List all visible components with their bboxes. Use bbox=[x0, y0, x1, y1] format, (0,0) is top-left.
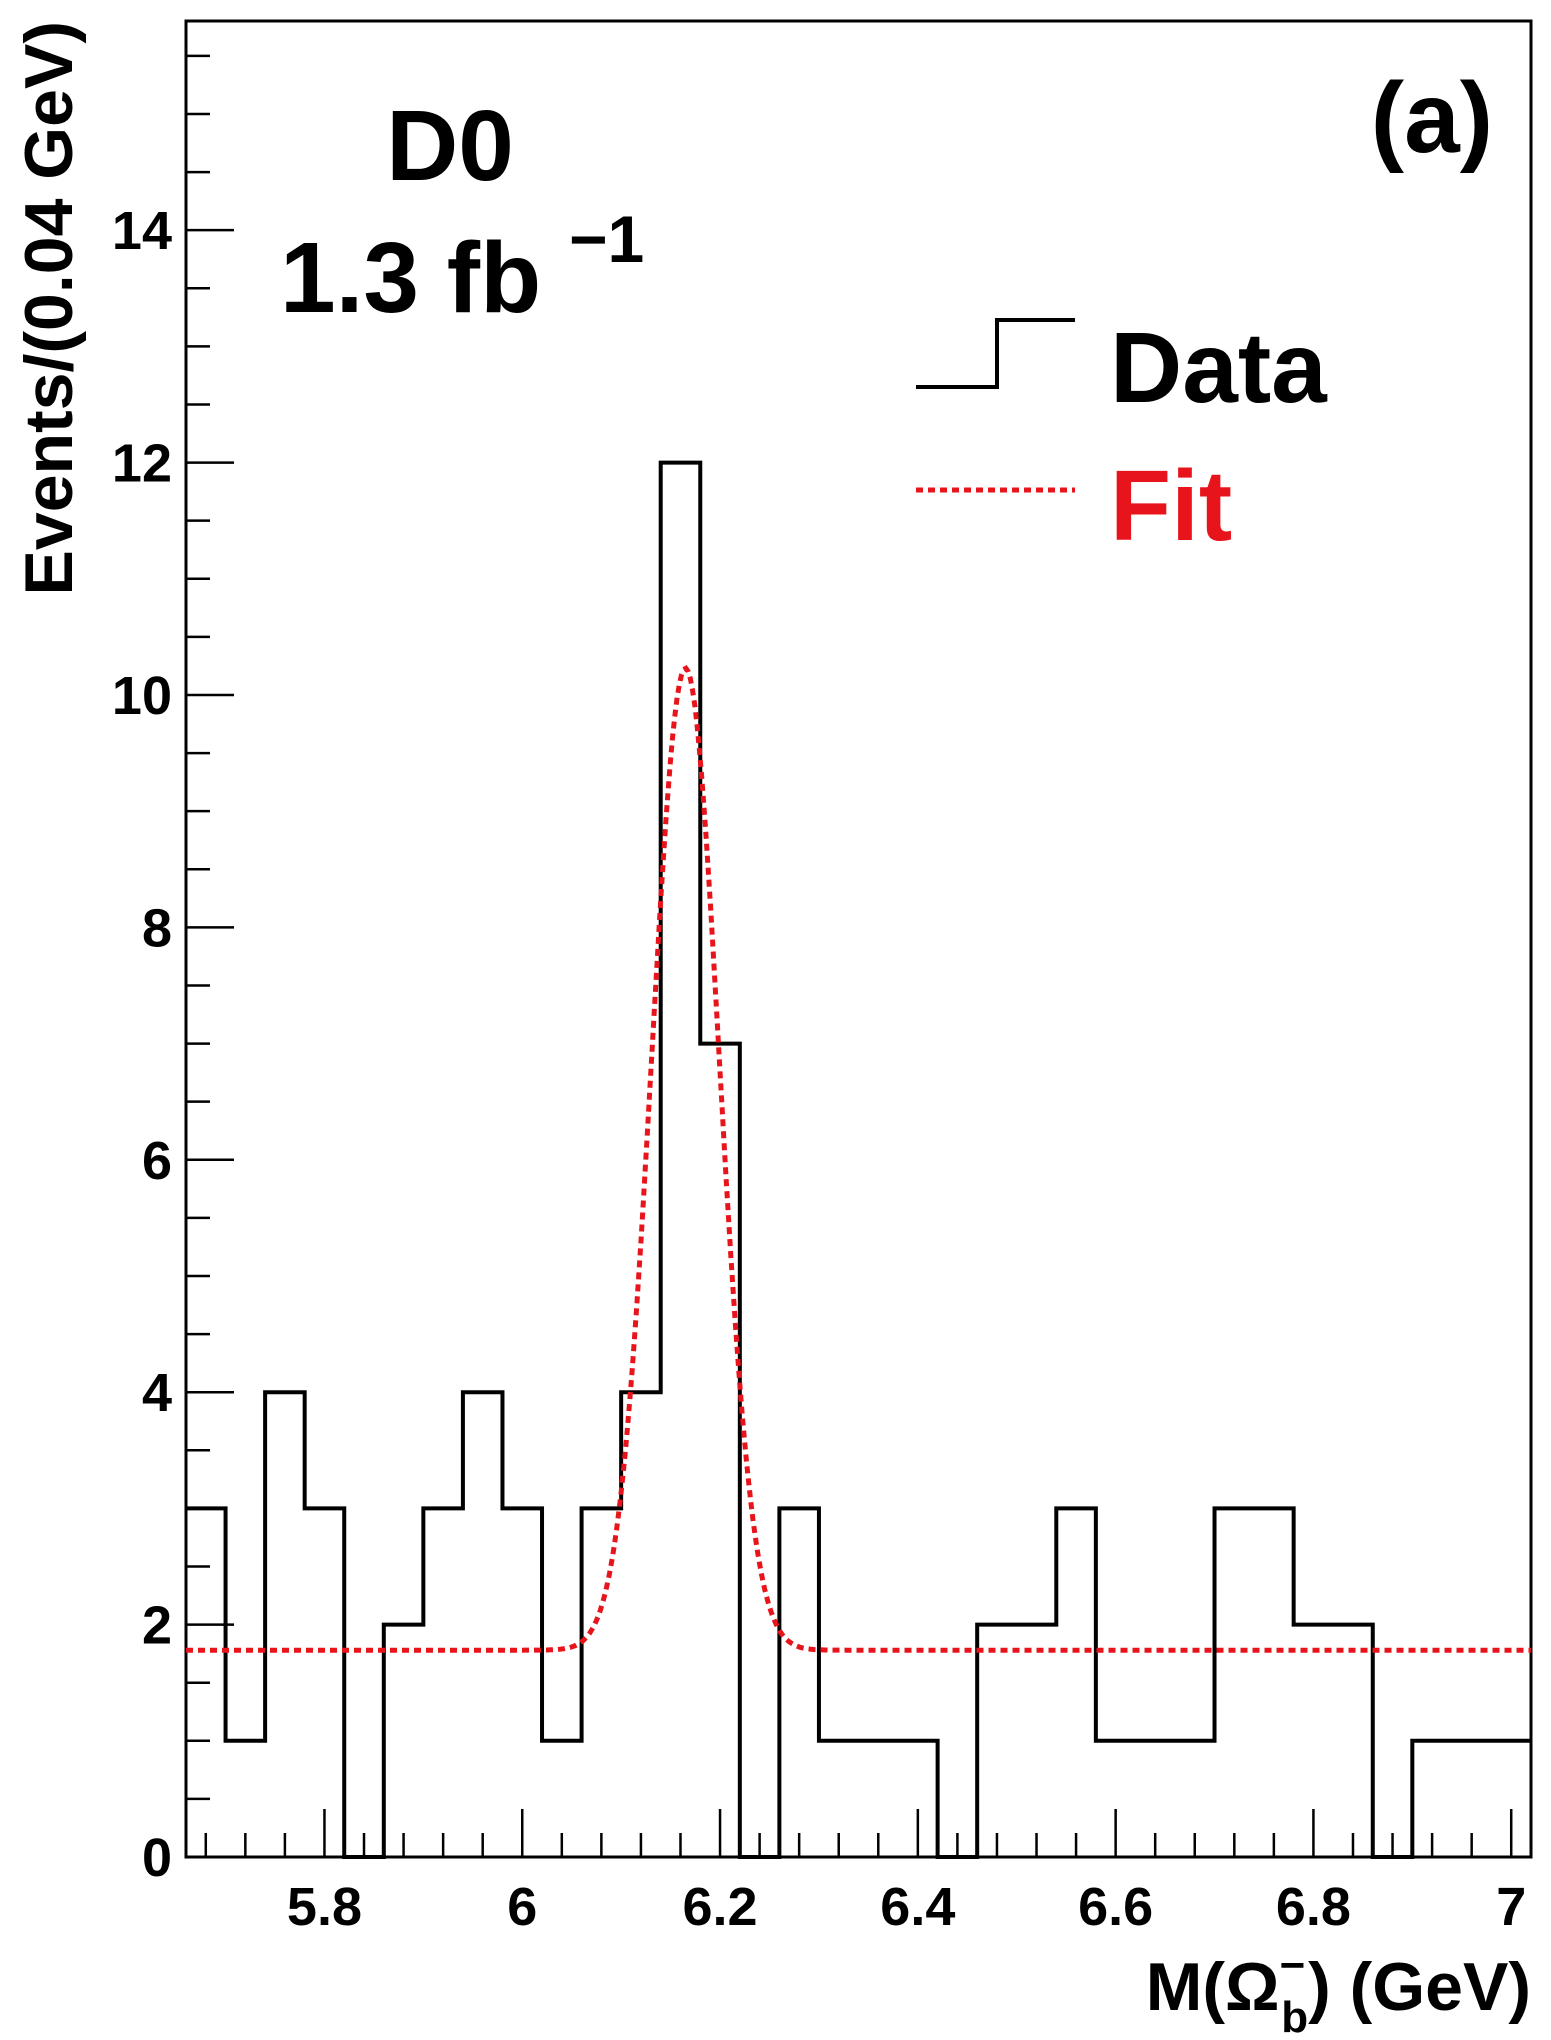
histogram-bin bbox=[1491, 1741, 1531, 1857]
y-axis-label: Events/(0.04 GeV) bbox=[11, 21, 87, 595]
x-tick-label: 6 bbox=[507, 1877, 537, 1937]
x-tick-label: 6.2 bbox=[683, 1877, 758, 1937]
histogram-bin bbox=[384, 1625, 424, 1857]
histogram-bin bbox=[423, 1508, 463, 1857]
histogram-bin bbox=[898, 1741, 938, 1857]
histogram-bin bbox=[859, 1741, 899, 1857]
histogram-bin bbox=[1452, 1741, 1492, 1857]
histogram-bin bbox=[1135, 1741, 1175, 1857]
data-histogram bbox=[186, 460, 1531, 1859]
y-tick-label: 14 bbox=[112, 201, 172, 261]
plot-frame bbox=[184, 19, 1533, 1859]
luminosity-label: 1.3 fb −1 bbox=[280, 202, 644, 334]
experiment-label: D0 bbox=[386, 90, 514, 202]
histogram-bin bbox=[305, 1508, 345, 1857]
x-axis-label: M(Ω− b) (GeV) bbox=[1146, 1941, 1531, 2040]
histogram-bin bbox=[463, 1392, 503, 1857]
y-tick-label: 10 bbox=[112, 666, 172, 726]
y-tick-label: 8 bbox=[142, 898, 172, 958]
histogram-bin bbox=[1294, 1625, 1334, 1857]
y-tick-label: 4 bbox=[142, 1363, 172, 1423]
histogram-bin bbox=[1412, 1741, 1452, 1857]
histogram-bin bbox=[977, 1625, 1017, 1857]
x-tick-label: 5.8 bbox=[287, 1877, 362, 1937]
histogram-bin bbox=[502, 1508, 542, 1857]
y-tick-label: 6 bbox=[142, 1131, 172, 1191]
legend-data-label: Data bbox=[1110, 312, 1328, 424]
y-tick-label: 0 bbox=[142, 1828, 172, 1888]
legend-fit-label: Fit bbox=[1110, 450, 1232, 562]
fit-curve bbox=[186, 665, 1531, 1653]
histogram-bin bbox=[1056, 1508, 1096, 1857]
panel-label: (a) bbox=[1371, 62, 1493, 174]
histogram-bin bbox=[542, 1741, 582, 1857]
legend-data-swatch bbox=[916, 318, 1075, 389]
x-tick-label: 6.6 bbox=[1078, 1877, 1153, 1937]
histogram-bin bbox=[819, 1741, 859, 1857]
histogram-bin bbox=[1017, 1625, 1057, 1857]
histogram-bin bbox=[1333, 1625, 1373, 1857]
histogram-bin bbox=[226, 1741, 266, 1857]
histogram-bin bbox=[265, 1392, 305, 1857]
x-tick-label: 6.4 bbox=[880, 1877, 955, 1937]
histogram-bin bbox=[1175, 1741, 1215, 1857]
histogram-bin bbox=[582, 1508, 622, 1857]
histogram-bin bbox=[1254, 1508, 1294, 1857]
histogram-bin bbox=[700, 1044, 740, 1857]
histogram-bin bbox=[779, 1508, 819, 1857]
histogram-bin bbox=[186, 1508, 226, 1857]
histogram-bin bbox=[1096, 1741, 1136, 1857]
histogram-bin bbox=[661, 463, 701, 1857]
histogram-bin bbox=[621, 1392, 661, 1857]
x-tick-label: 6.8 bbox=[1276, 1877, 1351, 1937]
histogram-bin bbox=[1215, 1508, 1255, 1857]
y-tick-label: 12 bbox=[112, 434, 172, 494]
y-tick-label: 2 bbox=[142, 1596, 172, 1656]
x-tick-label: 7 bbox=[1496, 1877, 1526, 1937]
